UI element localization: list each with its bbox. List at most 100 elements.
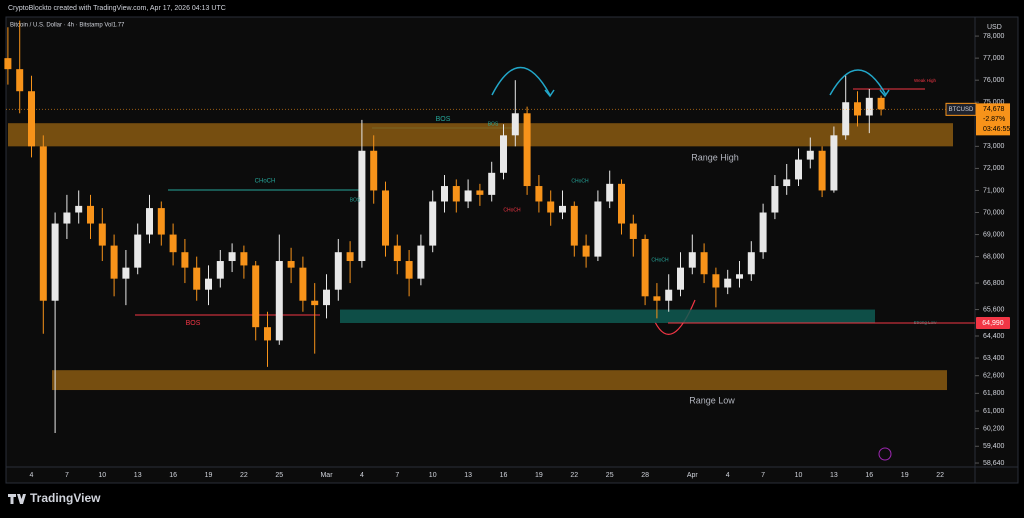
candle-body <box>641 238 649 297</box>
annotation: Weak High <box>914 78 936 83</box>
arrow-head <box>544 89 555 98</box>
y-tick-label: 59,400 <box>983 443 1005 450</box>
candle-body <box>535 186 543 202</box>
zone <box>52 370 947 391</box>
x-tick-label: 4 <box>726 472 730 479</box>
annotation: Range High <box>691 152 739 162</box>
x-tick-label: 22 <box>240 472 248 479</box>
y-tick-label: 75,000 <box>983 99 1005 106</box>
candle-body <box>87 205 94 224</box>
x-tick-label: 13 <box>464 472 472 479</box>
candle-body <box>795 159 802 180</box>
change-label: -2.87% <box>983 116 1005 123</box>
x-tick-label: 10 <box>795 472 803 479</box>
candle-body <box>169 234 177 253</box>
y-tick-label: 68,000 <box>983 253 1005 260</box>
x-tick-label: 25 <box>275 472 283 479</box>
candle-body <box>4 58 12 70</box>
x-tick-label: 7 <box>395 472 399 479</box>
x-tick-label: 19 <box>205 472 213 479</box>
y-tick-label: 60,200 <box>983 425 1005 432</box>
x-tick-label: 16 <box>500 472 508 479</box>
candle-body <box>523 113 531 187</box>
candle-body <box>712 274 720 288</box>
candle-body <box>157 208 165 235</box>
x-tick-label: 16 <box>169 472 177 479</box>
candle-body <box>476 190 484 195</box>
candle-body <box>346 252 354 262</box>
x-tick-label: 16 <box>865 472 873 479</box>
candle-body <box>570 205 578 246</box>
candle-body <box>122 267 130 279</box>
candle-body <box>146 208 153 235</box>
candle-body <box>771 186 779 213</box>
candle-body <box>334 252 342 290</box>
y-tick-label: 63,400 <box>983 355 1005 362</box>
arrow-head <box>879 89 890 98</box>
x-tick-label: 19 <box>535 472 543 479</box>
x-tick-label: 4 <box>360 472 364 479</box>
annotation: Range Low <box>689 395 735 405</box>
candle-body <box>842 102 850 136</box>
candle-body <box>382 190 389 246</box>
candle-body <box>264 327 271 341</box>
zone <box>8 123 953 147</box>
y-tick-label: 58,640 <box>983 460 1005 467</box>
x-tick-label: 13 <box>134 472 142 479</box>
candle-body <box>830 135 838 191</box>
y-tick-label: 69,000 <box>983 231 1005 238</box>
y-tick-label: 61,800 <box>983 390 1005 397</box>
y-tick-label: 73,000 <box>983 143 1005 150</box>
candle-body <box>818 150 826 191</box>
x-tick-label: 19 <box>901 472 909 479</box>
candle-body <box>441 186 448 202</box>
annotation: CHoCH <box>651 257 669 263</box>
candle-body <box>783 179 791 187</box>
candle-body <box>488 172 496 195</box>
candle-body <box>500 135 507 173</box>
y-tick-label: 65,600 <box>983 306 1005 313</box>
x-tick-label: 10 <box>429 472 437 479</box>
candle-body <box>228 252 236 262</box>
candle-body <box>759 212 767 253</box>
logo: TradingView <box>8 491 101 505</box>
candle-body <box>677 267 684 290</box>
candle-body <box>429 201 437 246</box>
annotation: CHoCH <box>255 179 276 185</box>
last-price-label: 74,678 <box>983 106 1005 113</box>
candle-body <box>877 97 885 110</box>
candle-body <box>606 183 614 202</box>
candle-body <box>653 296 661 301</box>
x-tick-label: 25 <box>606 472 614 479</box>
header-text: CryptoBlockto created with TradingView.c… <box>8 5 226 12</box>
candle-body <box>63 212 71 224</box>
y-tick-label: 62,600 <box>983 373 1005 380</box>
y-tick-label: 61,000 <box>983 408 1005 415</box>
candle-body <box>134 234 142 268</box>
x-tick-label: 28 <box>641 472 649 479</box>
candle-body <box>688 252 696 268</box>
candle-body <box>110 245 118 279</box>
candle-body <box>216 261 224 279</box>
candle-body <box>323 289 330 306</box>
candle-body <box>700 252 708 275</box>
annotation: CHoCH <box>503 207 521 213</box>
arrow-arc <box>491 66 551 96</box>
x-tick-label: 10 <box>98 472 106 479</box>
symbol-info: Bitcoin / U.S. Dollar · 4h · Bitstamp Vo… <box>10 23 125 29</box>
candle-body <box>98 223 106 246</box>
x-tick-label: 22 <box>570 472 578 479</box>
arrow-arc <box>654 299 696 335</box>
symbol-label: BTCUSD <box>949 107 974 113</box>
candle-body <box>806 150 814 160</box>
candle-body <box>547 201 555 213</box>
candle-body <box>393 245 401 262</box>
candle-body <box>275 261 283 341</box>
x-tick-label: 4 <box>30 472 34 479</box>
y-tick-label: 70,000 <box>983 209 1005 216</box>
candle-body <box>240 252 248 266</box>
candle-body <box>724 278 732 288</box>
annotation: CHoCH <box>571 178 589 184</box>
arrow-arc <box>829 69 887 96</box>
